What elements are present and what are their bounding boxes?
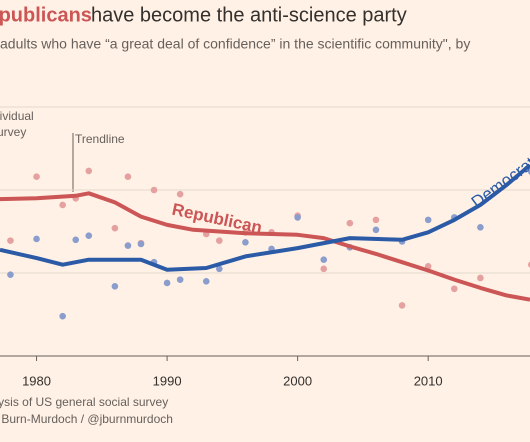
point <box>424 216 432 224</box>
point <box>320 265 328 273</box>
x-tick-label: 1980 <box>22 373 51 388</box>
chart-title: have become the anti-science party <box>91 4 407 26</box>
point <box>7 271 14 278</box>
point <box>7 237 14 244</box>
point <box>124 242 132 249</box>
point <box>72 236 80 244</box>
trend-line <box>0 163 530 272</box>
point <box>176 190 184 198</box>
point <box>477 224 484 231</box>
point <box>33 235 40 243</box>
point <box>85 167 93 175</box>
point <box>477 274 484 282</box>
point <box>398 302 406 309</box>
point <box>372 216 380 224</box>
point <box>372 226 380 234</box>
point <box>85 232 93 239</box>
x-tick-label: 2010 <box>414 373 443 388</box>
point <box>450 285 458 293</box>
point <box>59 201 66 209</box>
point <box>111 224 119 232</box>
point <box>216 237 223 244</box>
annotation: survey <box>0 125 26 139</box>
chart-subtitle: adults who have “a great deal of confide… <box>0 36 470 52</box>
annotation: Trendline <box>75 132 125 146</box>
point <box>124 173 132 181</box>
annotation: Individual <box>0 109 34 123</box>
credit: John Burn-Murdoch / @jburnmurdoch <box>0 412 173 426</box>
point <box>320 256 328 264</box>
chart-title-highlight: Republicans <box>0 4 92 26</box>
source: Source: FT analysis of US general social… <box>0 395 168 409</box>
point <box>216 265 223 273</box>
point <box>111 282 119 290</box>
point <box>346 219 354 227</box>
x-tick-label: 1990 <box>153 373 182 388</box>
point <box>59 312 66 320</box>
point <box>163 279 171 287</box>
point <box>242 238 249 246</box>
series-label: Democrat <box>468 153 530 212</box>
point <box>202 278 210 285</box>
point <box>137 240 145 248</box>
x-tick-label: 2000 <box>283 373 312 388</box>
point <box>176 276 184 283</box>
point <box>33 173 40 181</box>
point <box>150 186 158 194</box>
trend-line <box>0 191 530 302</box>
point <box>294 214 301 221</box>
